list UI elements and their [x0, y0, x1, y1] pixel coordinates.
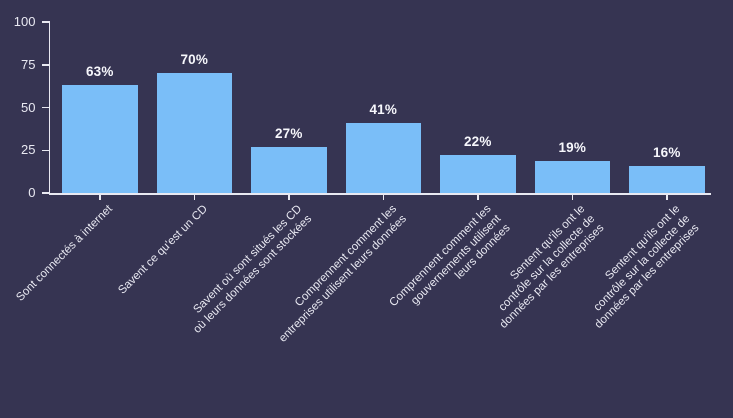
bar: [534, 160, 610, 193]
y-axis-tick-label: 100: [13, 14, 36, 29]
y-axis-tick: [41, 149, 49, 151]
x-axis-line: [48, 193, 711, 195]
y-axis-tick: [41, 192, 49, 194]
bar-value-label: 16%: [652, 144, 681, 160]
bar: [156, 73, 232, 193]
bar-value-label: 27%: [274, 125, 303, 141]
y-axis-tick-label: 0: [28, 185, 36, 200]
y-axis-tick-label: 50: [21, 99, 36, 115]
x-axis-category-label: Savent ce qu'est un CD: [116, 203, 211, 298]
bar-value-label: 70%: [180, 52, 209, 68]
x-axis-category-label: Sont connectés à internet: [15, 203, 117, 305]
x-axis-tick: [99, 194, 101, 200]
bar-value-label: 63%: [85, 64, 114, 80]
bar-value-label: 22%: [463, 134, 492, 150]
x-axis-tick: [193, 194, 195, 200]
bar-value-label: 19%: [558, 139, 587, 155]
y-axis-tick: [41, 64, 49, 66]
x-axis-tick: [477, 194, 479, 200]
x-axis-category-label-line: Sont connectés à internet: [14, 203, 116, 304]
bar: [440, 155, 516, 193]
y-axis-line: [48, 21, 50, 194]
bar: [251, 146, 327, 193]
x-axis-tick: [571, 194, 573, 200]
bar: [629, 165, 705, 193]
bar: [345, 122, 421, 193]
bar-value-label: 41%: [369, 101, 398, 117]
x-axis-tick: [666, 194, 668, 200]
x-axis-category-label-line: Savent ce qu'est un CD: [116, 203, 210, 297]
y-axis-tick-label: 25: [21, 142, 36, 158]
x-axis-tick: [288, 194, 290, 200]
bar: [62, 85, 138, 193]
x-axis-tick: [382, 194, 384, 200]
y-axis-tick: [41, 21, 49, 23]
y-axis-tick: [41, 106, 49, 109]
y-axis-tick-label: 75: [21, 56, 36, 72]
